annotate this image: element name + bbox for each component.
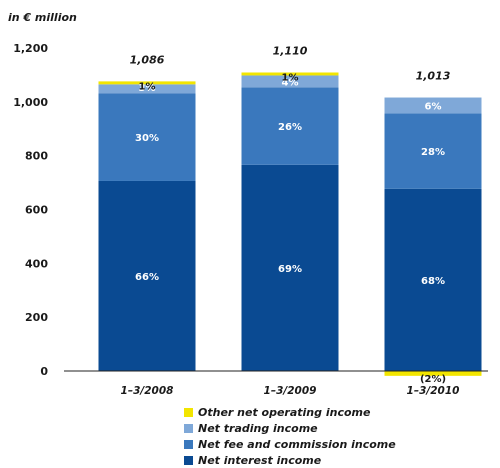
bar-segment bbox=[98, 93, 196, 181]
total-label: 1,086 bbox=[130, 53, 165, 66]
unit-label: in € million bbox=[8, 11, 77, 24]
segment-label: 28% bbox=[421, 147, 445, 158]
bar-segment bbox=[384, 371, 482, 376]
segment-label: 26% bbox=[278, 122, 302, 133]
legend-item: Net trading income bbox=[184, 420, 396, 436]
segment-label: 6% bbox=[425, 101, 442, 112]
segment-label: 68% bbox=[421, 276, 445, 287]
segment-label: 30% bbox=[135, 133, 159, 144]
segment-label: 4% bbox=[282, 77, 299, 88]
bar-segment bbox=[98, 84, 196, 94]
chart-plot: 02004006008001,0001,20066%30%3%1%1,0861–… bbox=[13, 42, 488, 397]
y-tick-label: 200 bbox=[25, 311, 48, 324]
segment-label: 3% bbox=[139, 83, 156, 94]
legend-swatch bbox=[184, 439, 193, 449]
y-tick-label: 600 bbox=[25, 204, 48, 217]
y-tick-label: 800 bbox=[25, 150, 48, 163]
total-label: 1,110 bbox=[273, 44, 308, 57]
bar-segment bbox=[241, 75, 339, 88]
bar-segment bbox=[241, 72, 339, 76]
x-category-label: 1–3/2008 bbox=[121, 385, 174, 397]
bar-segment bbox=[98, 180, 196, 371]
bar-segment bbox=[384, 113, 482, 189]
legend: Other net operating income Net trading in… bbox=[184, 404, 396, 468]
segment-label: 69% bbox=[278, 264, 302, 275]
y-tick-label: 1,200 bbox=[13, 42, 48, 55]
total-label: 1,013 bbox=[416, 70, 451, 83]
bar-segment bbox=[241, 164, 339, 371]
bar-segment bbox=[98, 81, 196, 85]
y-tick-label: 0 bbox=[40, 365, 48, 378]
legend-item: Net fee and commission income bbox=[184, 436, 396, 452]
legend-swatch bbox=[184, 407, 193, 417]
y-tick-label: 1,000 bbox=[13, 96, 48, 109]
legend-item: Net interest income bbox=[184, 452, 396, 468]
legend-label: Net fee and commission income bbox=[198, 437, 396, 451]
legend-label: Net trading income bbox=[198, 421, 318, 435]
legend-swatch bbox=[184, 455, 193, 465]
x-category-label: 1–3/2010 bbox=[407, 385, 460, 397]
segment-label: 1% bbox=[282, 72, 299, 83]
legend-label: Net interest income bbox=[198, 453, 322, 467]
segment-label: (2%) bbox=[420, 374, 446, 385]
segment-label: 1% bbox=[139, 81, 156, 92]
bar-segment bbox=[384, 188, 482, 371]
bar-segment bbox=[241, 87, 339, 165]
y-tick-label: 400 bbox=[25, 257, 48, 270]
bar-segment bbox=[384, 97, 482, 114]
legend-item: Other net operating income bbox=[184, 404, 396, 420]
x-category-label: 1–3/2009 bbox=[264, 385, 317, 397]
legend-swatch bbox=[184, 423, 193, 433]
legend-label: Other net operating income bbox=[198, 405, 371, 419]
segment-label: 66% bbox=[135, 272, 159, 283]
